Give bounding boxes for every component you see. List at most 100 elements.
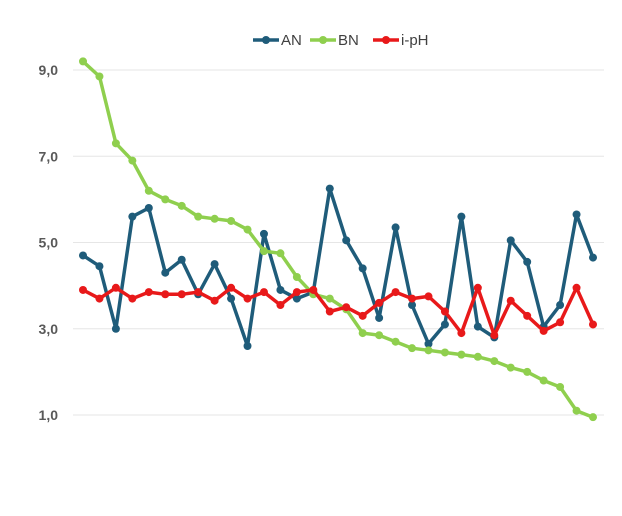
y-tick-label: 1,0 [39, 407, 59, 423]
data-point [589, 320, 597, 329]
data-point [210, 260, 219, 269]
data-point [292, 288, 301, 297]
data-point [243, 225, 252, 234]
data-point [572, 406, 581, 415]
data-point [194, 212, 203, 221]
data-point [161, 290, 170, 299]
data-point [111, 283, 120, 292]
data-point [556, 301, 565, 310]
data-point [556, 318, 565, 327]
data-point [523, 257, 532, 266]
series-bn [79, 57, 597, 422]
data-point [440, 348, 449, 357]
data-point [128, 294, 137, 303]
data-point [408, 301, 417, 310]
data-point [144, 288, 153, 297]
data-point [111, 324, 120, 333]
data-point [391, 288, 400, 297]
data-point [144, 204, 153, 212]
data-point [589, 413, 597, 422]
data-point [128, 212, 137, 221]
data-point [358, 264, 367, 273]
data-point [161, 268, 170, 277]
legend-label: BN [338, 32, 359, 49]
data-point [342, 236, 351, 245]
data-point [210, 214, 219, 223]
data-point [506, 363, 515, 372]
data-point [375, 298, 384, 307]
data-point [95, 72, 104, 81]
data-point [177, 255, 186, 264]
data-point [325, 307, 334, 316]
data-point [177, 201, 186, 210]
data-point [259, 288, 268, 297]
y-tick-label: 7,0 [39, 148, 59, 164]
data-point [210, 296, 219, 305]
data-point [490, 331, 499, 340]
data-point [177, 290, 186, 299]
legend-item-bn: BN [310, 32, 359, 49]
data-point [440, 307, 449, 316]
data-point [424, 346, 433, 355]
data-point [276, 249, 285, 258]
data-point [259, 247, 268, 256]
data-point [128, 156, 137, 165]
data-point [342, 303, 351, 312]
data-point [358, 329, 367, 338]
data-point [490, 357, 499, 366]
data-point [144, 186, 153, 195]
data-point [292, 294, 301, 303]
data-point [424, 292, 433, 301]
y-tick-label: 5,0 [39, 235, 59, 251]
data-point [473, 352, 482, 361]
legend-item-an: AN [253, 32, 302, 49]
data-point [375, 313, 384, 322]
data-point [259, 229, 268, 238]
data-point [79, 251, 87, 260]
legend-swatch-marker [382, 36, 390, 44]
data-point [111, 139, 120, 148]
data-point [325, 184, 334, 193]
data-point [95, 294, 104, 303]
data-point [161, 195, 170, 204]
data-point [391, 223, 400, 232]
data-point [227, 283, 236, 292]
data-point [375, 331, 384, 340]
series-an [79, 184, 597, 350]
data-point [457, 350, 466, 359]
y-tick-label: 9,0 [39, 62, 59, 78]
data-point [391, 337, 400, 346]
data-point [457, 212, 466, 221]
data-point [473, 322, 482, 331]
series-line-i-ph [81, 286, 595, 337]
data-point [325, 294, 334, 303]
data-point [276, 301, 285, 310]
data-point [572, 210, 581, 219]
legend-swatch-marker [319, 36, 327, 44]
data-point [424, 339, 433, 348]
data-point [440, 320, 449, 329]
legend-swatch-marker [262, 36, 270, 44]
data-point [408, 344, 417, 353]
data-point [227, 294, 236, 303]
data-point [539, 376, 548, 385]
data-point [589, 253, 597, 262]
data-point [556, 382, 565, 391]
data-point [523, 367, 532, 376]
data-point [572, 283, 581, 292]
legend-label: i-pH [401, 32, 429, 49]
y-axis-ticks: 1,0 3,0 5,0 7,0 9,0 [39, 62, 59, 423]
legend-item-i-ph: i-pH [373, 32, 429, 49]
data-point [506, 236, 515, 245]
data-point [506, 296, 515, 305]
legend-label: AN [281, 32, 302, 49]
series-i-ph [79, 283, 597, 340]
data-point [539, 326, 548, 335]
series-line-bn [81, 59, 595, 419]
gridlines [73, 69, 604, 416]
legend: AN BN i-pH [253, 32, 429, 49]
data-point [457, 329, 466, 338]
data-point [79, 285, 87, 294]
data-point [227, 216, 236, 225]
